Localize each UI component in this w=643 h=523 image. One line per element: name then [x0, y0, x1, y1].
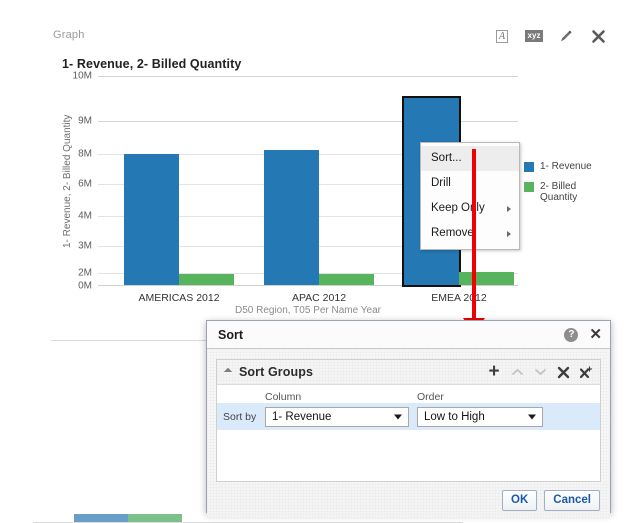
graph-panel-label: Graph [53, 29, 85, 41]
background-bar-quantity [128, 514, 182, 522]
legend-item[interactable]: 2- Billed Quantity [524, 181, 600, 203]
chart-title: 1- Revenue, 2- Billed Quantity [62, 57, 242, 71]
sort-dialog-body: Sort Groups + [207, 349, 610, 482]
xyz-icon[interactable]: xyz [524, 27, 544, 45]
sort-grid-header: Column Order [217, 385, 600, 403]
y-tick-label: 6M [78, 178, 92, 190]
bar-quantity-americas[interactable] [179, 274, 234, 285]
context-menu-item-keep-only[interactable]: Keep Only [421, 196, 519, 221]
y-tick-label: 2M [78, 267, 92, 279]
y-tick-label: 4M [78, 210, 92, 222]
chevron-down-icon [528, 414, 536, 419]
chevron-right-icon [507, 205, 511, 212]
move-up-button[interactable] [510, 365, 524, 379]
context-menu-item-label: Keep Only [431, 202, 485, 214]
x-tick-label: APAC 2012 [291, 292, 347, 304]
x-tick-label: AMERICAS 2012 [138, 292, 220, 304]
bar-quantity-apac[interactable] [319, 274, 374, 285]
context-menu-item-remove[interactable]: Remove [421, 221, 519, 246]
sort-groups-toolbar: + [487, 361, 593, 382]
add-sort-group-button[interactable]: + [488, 361, 500, 382]
graph-panel: Graph A xyz 1- Revenue, 2- Billed Quanti… [53, 27, 607, 316]
y-tick-label: 10M [72, 70, 92, 82]
graph-toolbar: A xyz [493, 27, 607, 45]
cancel-button[interactable]: Cancel [544, 489, 600, 511]
sort-dialog-title: Sort [218, 327, 243, 342]
legend-swatch-revenue [524, 162, 534, 172]
context-menu-item-sort[interactable]: Sort... [421, 146, 519, 171]
legend-label: 1- Revenue [540, 161, 592, 172]
context-menu-item-label: Sort... [431, 152, 462, 164]
chart-plot-area: 10M 9M 8M 6M 4M 3M 2M 0M AMERICAS 2012 A… [73, 71, 518, 304]
help-icon[interactable]: ? [564, 327, 579, 342]
chevron-down-icon [394, 414, 402, 419]
annotation-arrow-line [472, 149, 476, 324]
delete-sort-group-button[interactable] [556, 365, 570, 379]
chevron-right-icon [507, 230, 511, 237]
sort-column-value: 1- Revenue [272, 410, 332, 423]
move-down-button[interactable] [533, 365, 547, 379]
column-header-order: Order [417, 391, 444, 403]
bar-revenue-apac[interactable] [264, 150, 319, 285]
chart-legend: 1- Revenue 2- Billed Quantity [524, 161, 600, 212]
format-text-icon-glyph: A [495, 29, 509, 43]
sort-groups-panel: Sort Groups + [216, 359, 601, 482]
bar-quantity-emea[interactable] [459, 272, 514, 285]
column-header-column: Column [265, 391, 302, 403]
collapse-triangle-icon[interactable] [223, 367, 233, 377]
chart-context-menu: Sort... Drill Keep Only Remove [420, 142, 520, 250]
sort-row: Sort by 1- Revenue Low to High [217, 403, 600, 430]
xyz-icon-glyph: xyz [524, 30, 544, 42]
sort-dialog: Sort ? ✕ Sort Groups + [206, 320, 611, 518]
legend-swatch-billed-quantity [524, 182, 534, 192]
sort-order-dropdown[interactable]: Low to High [417, 406, 543, 427]
legend-label: 2- Billed Quantity [540, 181, 578, 203]
sort-groups-header: Sort Groups + [217, 360, 600, 385]
sort-order-value: Low to High [424, 410, 485, 423]
y-tick-label: 8M [78, 148, 92, 160]
edit-pencil-icon[interactable] [557, 27, 575, 45]
y-tick-label: 9M [78, 115, 92, 127]
sort-groups-empty-area [217, 430, 600, 481]
y-tick-label: 0M [78, 280, 92, 292]
sort-dialog-titlebar: Sort ? ✕ [207, 321, 610, 349]
sort-dialog-footer: OK Cancel [207, 482, 610, 518]
background-bar-revenue [74, 514, 128, 522]
sort-by-label: Sort by [223, 410, 257, 423]
context-menu-item-label: Remove [431, 227, 474, 239]
context-menu-item-label: Drill [431, 177, 451, 189]
delete-all-sort-groups-button[interactable] [579, 365, 593, 379]
ok-button[interactable]: OK [502, 489, 538, 511]
sort-column-dropdown[interactable]: 1- Revenue [265, 406, 409, 427]
x-tick-label: EMEA 2012 [431, 292, 487, 304]
x-axis-title: D50 Region, T05 Per Name Year [234, 305, 381, 316]
context-menu-item-drill[interactable]: Drill [421, 171, 519, 196]
bar-revenue-americas[interactable] [124, 154, 179, 285]
close-icon[interactable]: ✕ [589, 326, 602, 343]
y-axis-title: 1- Revenue, 2- Billed Quantity [62, 114, 73, 248]
legend-item[interactable]: 1- Revenue [524, 161, 600, 172]
y-tick-label: 3M [78, 240, 92, 252]
format-text-icon[interactable]: A [493, 27, 511, 45]
sort-groups-title: Sort Groups [239, 365, 314, 379]
close-icon[interactable] [589, 27, 607, 45]
